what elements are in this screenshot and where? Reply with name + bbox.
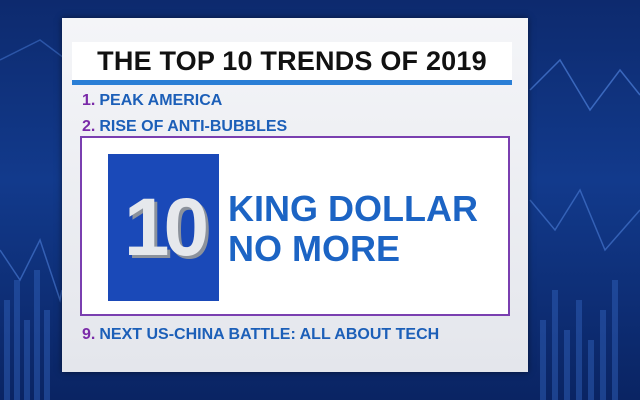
item-text: PEAK AMERICA bbox=[99, 92, 223, 109]
panel: THE TOP 10 TRENDS OF 2019 1. PEAK AMERICA… bbox=[62, 18, 528, 372]
item-number: 9. bbox=[82, 326, 96, 343]
title: THE TOP 10 TRENDS OF 2019 bbox=[72, 42, 512, 85]
item-text: NEXT US-CHINA BATTLE: ALL ABOUT TECH bbox=[99, 326, 440, 343]
featured-number: 10 bbox=[123, 182, 209, 273]
featured-text: NO MORE bbox=[228, 228, 401, 269]
item-number: 1. bbox=[82, 92, 96, 109]
number-box: 10 bbox=[108, 154, 219, 301]
list-item: 2. RISE OF ANTI-BUBBLES bbox=[82, 118, 287, 136]
item-text: RISE OF ANTI-BUBBLES bbox=[99, 118, 288, 135]
list-item: 1. PEAK AMERICA bbox=[82, 92, 222, 110]
featured-text: KING DOLLAR bbox=[228, 188, 478, 229]
list-item: 9. NEXT US-CHINA BATTLE: ALL ABOUT TECH bbox=[82, 326, 439, 344]
featured-item: 10 KING DOLLAR NO MORE bbox=[80, 136, 510, 316]
item-number: 2. bbox=[82, 118, 96, 135]
